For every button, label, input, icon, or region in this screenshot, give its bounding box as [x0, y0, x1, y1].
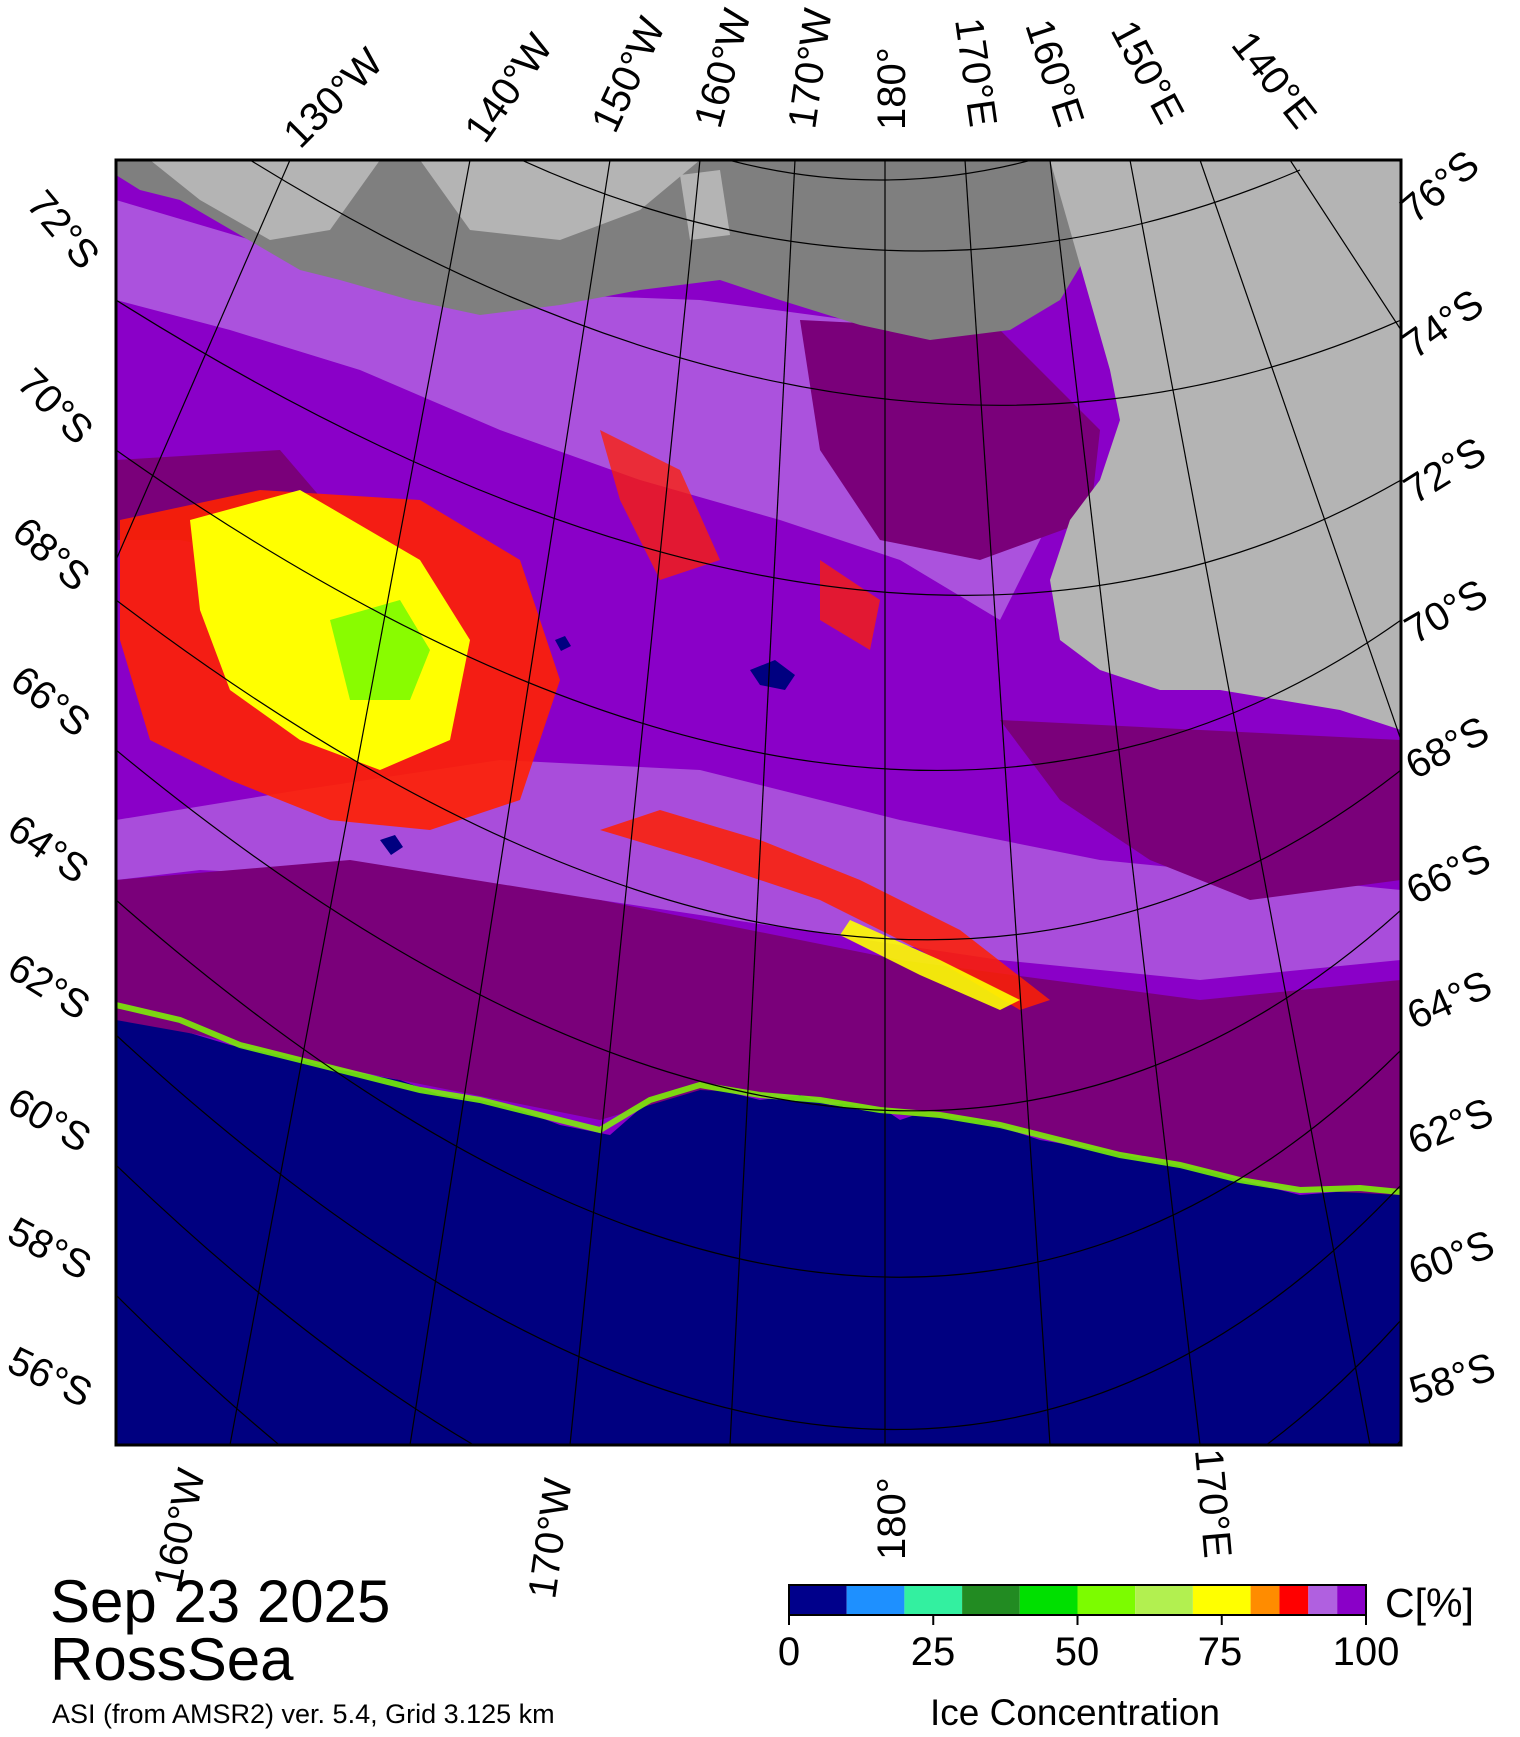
meridian-line: [409, 160, 611, 1445]
parallel-line: [116, 299, 1401, 596]
colorbar-bin: [904, 1585, 963, 1615]
top-lon-label: 150°E: [1102, 14, 1192, 131]
parallel-line: [116, 1034, 1401, 1431]
colorbar-title: Ice Concentration: [930, 1692, 1221, 1733]
graticule: [116, 160, 1401, 1445]
parallel-line: [116, 1164, 1401, 1445]
bottom-lon-label: 180°: [870, 1477, 914, 1560]
right-lat-label: 64°S: [1401, 963, 1499, 1039]
parallel-line: [520, 160, 1301, 252]
colorbar-bin: [1019, 1585, 1078, 1615]
colorbar-bin: [1135, 1585, 1193, 1615]
ice-red-patches-north: [600, 430, 880, 650]
colorbar-bin: [1279, 1585, 1309, 1615]
colorbar-bin: [962, 1585, 1020, 1615]
region-label: RossSea: [50, 1626, 294, 1693]
colorbar: [788, 1584, 1367, 1625]
left-lat-label: 66°S: [2, 657, 98, 745]
map-frame: [114, 158, 1403, 1447]
top-lon-label: 150°W: [583, 11, 674, 139]
ice-full-zone-east: [1000, 720, 1401, 900]
colorbar-bin: [1250, 1585, 1280, 1615]
meridian-line: [1129, 160, 1371, 1445]
meridian-line: [729, 160, 796, 1445]
top-longitude-labels: 130°W 140°W 150°W 160°W 170°W 180° 170°E…: [275, 4, 1325, 156]
date-label: Sep 23 2025: [50, 1568, 391, 1635]
right-lat-label: 66°S: [1400, 835, 1498, 913]
top-lon-label: 170°E: [946, 15, 1005, 129]
bottom-lon-label: 170°W: [520, 1476, 580, 1602]
ice-green-zone-west: [330, 600, 430, 700]
left-lat-label: 62°S: [0, 945, 97, 1029]
meridian-line: [116, 160, 291, 561]
left-lat-label: 72°S: [18, 183, 108, 278]
right-lat-label: 60°S: [1403, 1222, 1500, 1293]
colorbar-bin: [1077, 1585, 1136, 1615]
left-latitude-labels: 72°S 70°S 68°S 66°S 64°S 62°S 60°S 58°S …: [0, 183, 108, 1417]
right-latitude-labels: 76°S 74°S 72°S 70°S 68°S 66°S 64°S 62°S …: [1393, 142, 1501, 1413]
ice-shelf: [116, 160, 1120, 340]
ice-medium-belt-north: [116, 200, 1050, 620]
top-lon-label: 180°: [870, 47, 914, 130]
land-antarctica: [1050, 160, 1401, 730]
left-lat-label: 56°S: [1, 1339, 99, 1417]
top-lon-label: 140°W: [456, 26, 561, 150]
meridian-line: [964, 160, 1051, 1445]
parallel-line: [249, 160, 1401, 406]
ice-full-zone-south: [116, 860, 1401, 1195]
top-lon-label: 170°W: [780, 6, 840, 132]
right-lat-label: 70°S: [1398, 571, 1495, 653]
colorbar-bin: [1308, 1585, 1338, 1615]
parallel-line: [116, 449, 1401, 772]
top-lon-label: 160°W: [686, 4, 760, 132]
product-info: ASI (from AMSR2) ver. 5.4, Grid 3.125 km: [52, 1699, 555, 1729]
top-lon-label: 130°W: [275, 40, 391, 156]
colorbar-unit: C[%]: [1385, 1580, 1474, 1626]
parallel-line: [116, 599, 1401, 941]
right-lat-label: 72°S: [1396, 429, 1493, 513]
left-lat-label: 64°S: [0, 806, 96, 892]
right-lat-label: 62°S: [1402, 1090, 1499, 1163]
colorbar-tick-label: 75: [1197, 1630, 1243, 1674]
parallel-line: [726, 160, 1034, 181]
left-lat-label: 60°S: [1, 1080, 98, 1162]
right-lat-label: 74°S: [1395, 281, 1492, 367]
meridian-line: [229, 160, 471, 1445]
ice-full-zone-north: [800, 320, 1100, 560]
bottom-lon-label: 170°E: [1186, 1447, 1239, 1560]
colorbar-bin: [1337, 1585, 1366, 1615]
left-lat-label: 58°S: [1, 1209, 99, 1289]
left-lat-label: 68°S: [4, 509, 98, 600]
top-lon-label: 160°E: [1016, 14, 1092, 132]
right-lat-label: 68°S: [1399, 708, 1497, 788]
colorbar-bin: [1192, 1585, 1251, 1615]
right-lat-label: 58°S: [1404, 1345, 1501, 1414]
top-lon-label: 140°E: [1223, 23, 1325, 136]
colorbar-tick-label: 0: [777, 1630, 801, 1674]
meridian-line: [569, 160, 701, 1445]
colorbar-tick-label: 50: [1054, 1630, 1100, 1674]
meridian-line: [1289, 160, 1401, 331]
meridian-line: [1049, 160, 1201, 1445]
colorbar-bin: [846, 1585, 905, 1615]
colorbar-tick-label: 100: [1332, 1630, 1400, 1674]
right-lat-label: 76°S: [1393, 142, 1488, 232]
map-area: [116, 160, 1401, 1445]
parallel-line: [116, 899, 1401, 1278]
land-patches-north: [150, 160, 730, 240]
colorbar-bin: [789, 1585, 847, 1615]
colorbar-tick-label: 25: [910, 1630, 956, 1674]
left-lat-label: 70°S: [9, 360, 102, 453]
parallel-line: [116, 749, 1401, 1112]
meridian-line: [1199, 160, 1401, 741]
